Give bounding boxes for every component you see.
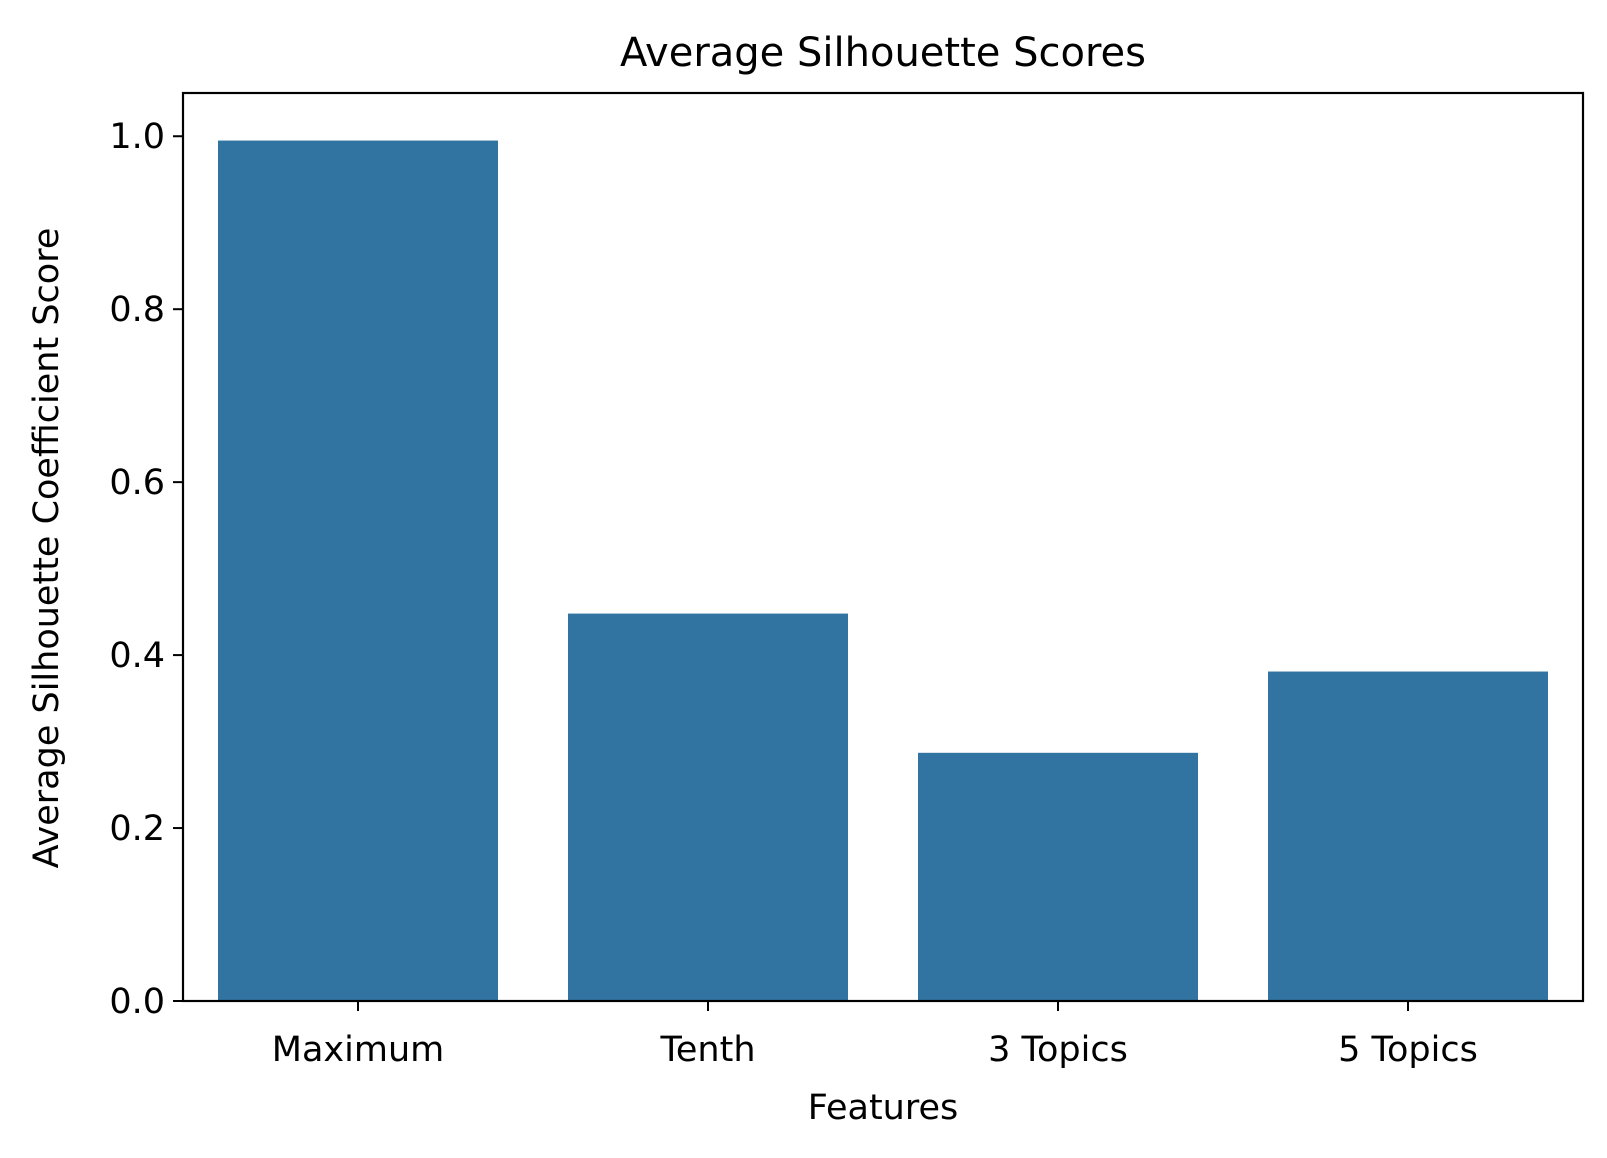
y-tick-label: 0.4 xyxy=(109,636,165,676)
bar-tenth xyxy=(568,613,848,1001)
y-tick-label: 0.0 xyxy=(109,982,165,1022)
y-tick-label: 1.0 xyxy=(109,117,165,157)
x-tick-label: Maximum xyxy=(272,1030,444,1070)
bar-maximum xyxy=(218,140,498,1001)
y-tick-label: 0.2 xyxy=(109,809,165,849)
bar-3-topics xyxy=(918,752,1198,1001)
chart-title: Average Silhouette Scores xyxy=(620,30,1146,76)
y-tick-label: 0.6 xyxy=(109,463,165,503)
x-tick-label: 5 Topics xyxy=(1338,1030,1478,1070)
y-axis-ticks: 0.0 0.2 0.4 0.6 0.8 1.0 xyxy=(109,117,183,1022)
bar-5-topics xyxy=(1268,671,1548,1001)
x-tick-label: Tenth xyxy=(659,1030,755,1070)
y-tick-label: 0.8 xyxy=(109,290,165,330)
x-tick-label: 3 Topics xyxy=(988,1030,1128,1070)
bars-layer xyxy=(218,140,1548,1001)
x-axis-ticks: Maximum Tenth 3 Topics 5 Topics xyxy=(272,1001,1478,1070)
x-axis-label: Features xyxy=(808,1088,959,1128)
y-axis-label: Average Silhouette Coefficient Score xyxy=(27,228,67,869)
plot-frame xyxy=(181,91,1585,1003)
